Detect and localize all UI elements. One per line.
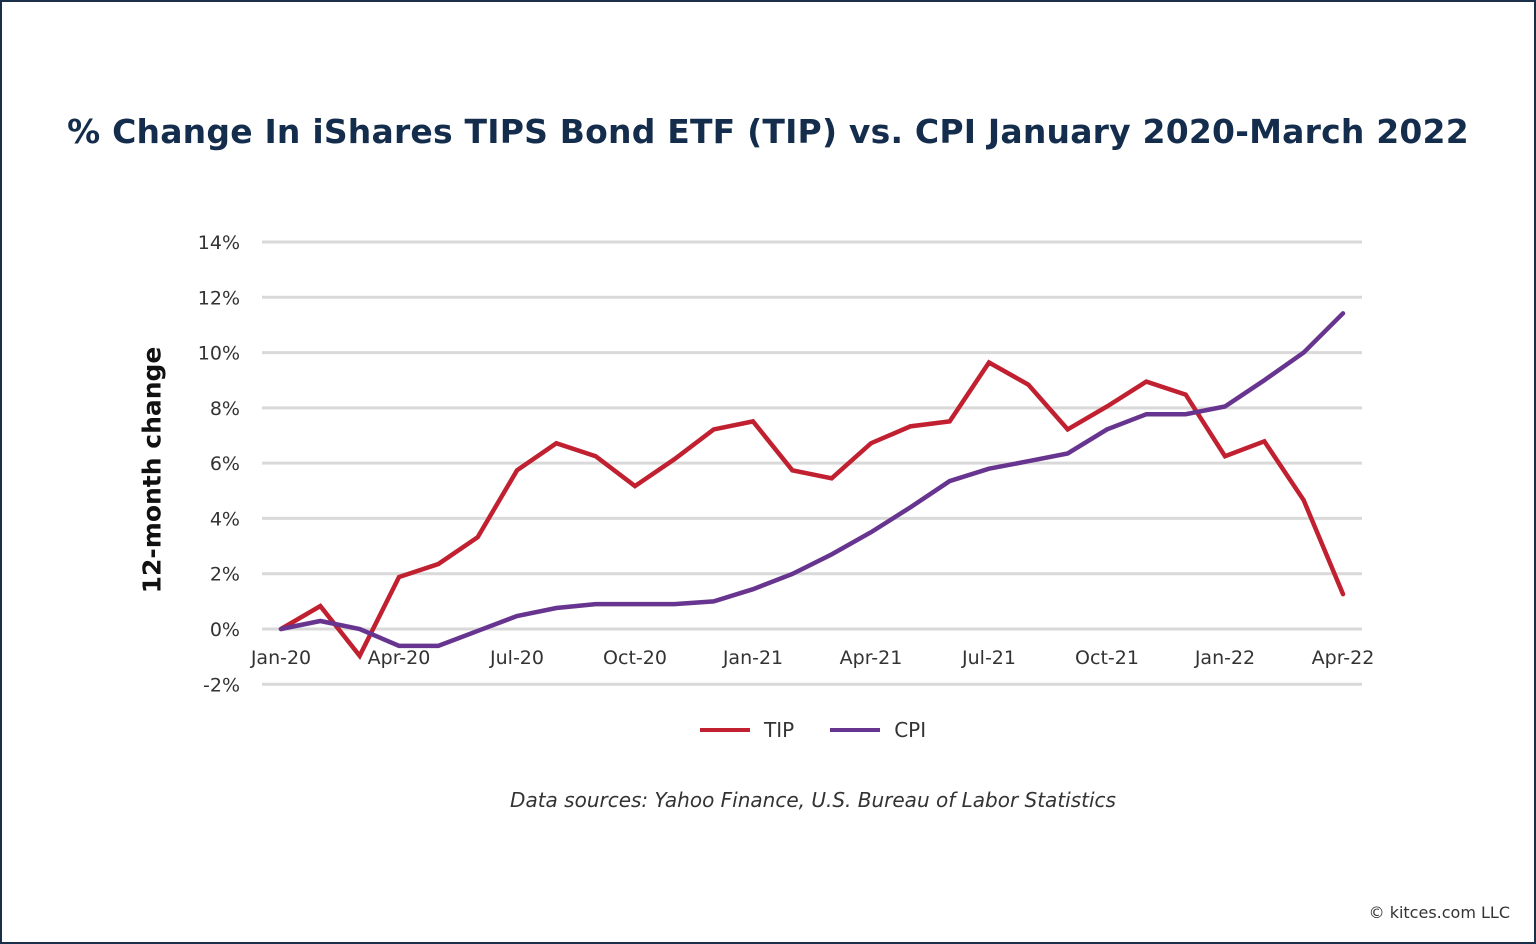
y-tick-label: 2%	[210, 564, 240, 586]
legend-label-cpi: CPI	[894, 718, 927, 742]
y-tick-label: 8%	[210, 398, 240, 420]
y-tick-label: 10%	[198, 343, 240, 365]
x-tick-label: Jan-20	[250, 647, 311, 669]
y-tick-label: 0%	[210, 619, 240, 641]
legend-item-cpi: CPI	[830, 718, 926, 742]
y-tick-label: -2%	[203, 674, 240, 696]
chart-title: % Change In iShares TIPS Bond ETF (TIP) …	[67, 112, 1469, 151]
x-tick-label: Oct-20	[603, 647, 667, 669]
x-tick-label: Jan-22	[1194, 647, 1255, 669]
x-tick-label: Apr-21	[840, 647, 903, 669]
legend: TIP CPI	[700, 718, 962, 742]
x-tick-label: Apr-22	[1312, 647, 1375, 669]
y-tick-label: 12%	[198, 287, 240, 309]
x-tick-label: Jan-21	[722, 647, 783, 669]
legend-item-tip: TIP	[700, 718, 794, 742]
x-tick-label: Jul-21	[961, 647, 1016, 669]
x-tick-label: Apr-20	[368, 647, 431, 669]
legend-swatch-cpi	[830, 728, 881, 732]
x-tick-label: Jul-20	[489, 647, 544, 669]
y-tick-label: 6%	[210, 453, 240, 475]
x-tick-label: Oct-21	[1075, 647, 1139, 669]
y-tick-label: 14%	[198, 232, 240, 254]
y-tick-label: 4%	[210, 508, 240, 530]
legend-swatch-tip	[700, 728, 750, 732]
copyright: © kitces.com LLC	[1368, 903, 1510, 922]
legend-label-tip: TIP	[764, 718, 795, 742]
series-line-cpi	[278, 311, 1346, 649]
series-line-tip	[278, 359, 1346, 660]
data-source-note: Data sources: Yahoo Finance, U.S. Bureau…	[510, 788, 1116, 812]
